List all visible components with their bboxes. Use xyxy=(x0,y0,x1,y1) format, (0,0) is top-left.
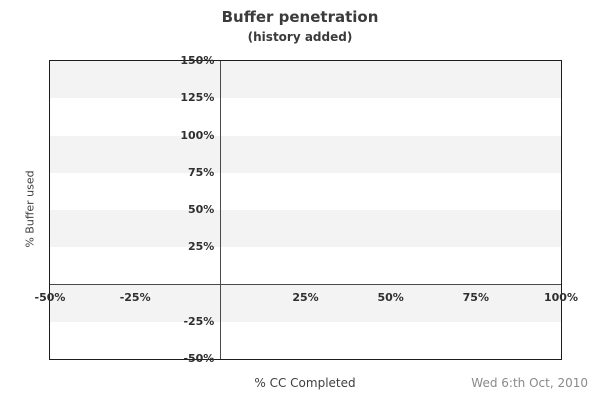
plot-area: 150% 125% 100% 75% 50% 25% -25% -50% -50% -25% 25%… xyxy=(35,54,578,365)
plot-band xyxy=(50,284,561,322)
chart-subtitle: (history added) xyxy=(247,30,353,44)
plot-band xyxy=(50,135,561,173)
footer-date: Wed 6:th Oct, 2010 xyxy=(471,376,588,390)
plot-band xyxy=(50,61,561,99)
chart-title: Buffer penetration xyxy=(221,8,379,26)
y-tick-label: 100% xyxy=(180,128,215,142)
x-tick-label: 100% xyxy=(544,290,578,304)
y-axis-title: % Buffer used xyxy=(23,170,37,248)
x-tick-label: 50% xyxy=(377,290,404,304)
x-axis-title: % CC Completed xyxy=(254,376,356,390)
y-tick-label: -25% xyxy=(183,314,215,328)
plot-band xyxy=(50,98,561,136)
y-tick-label: -50% xyxy=(183,352,215,365)
x-tick-label: -25% xyxy=(119,290,151,304)
x-tick-label: 25% xyxy=(292,290,319,304)
y-tick-label: 50% xyxy=(188,203,215,216)
zero-line-horizontal xyxy=(50,284,561,285)
plot-band xyxy=(50,247,561,285)
x-tick-label: 75% xyxy=(462,290,489,304)
y-tick-label: 75% xyxy=(188,165,215,179)
plot-band xyxy=(50,210,561,248)
y-tick-label: 125% xyxy=(180,91,215,105)
plot-band xyxy=(50,172,561,210)
zero-line-vertical xyxy=(219,61,221,359)
x-tick-label: -50% xyxy=(34,290,66,304)
plot-band xyxy=(50,321,561,359)
y-tick-label: 25% xyxy=(188,240,215,254)
y-tick-label: 150% xyxy=(180,54,215,67)
